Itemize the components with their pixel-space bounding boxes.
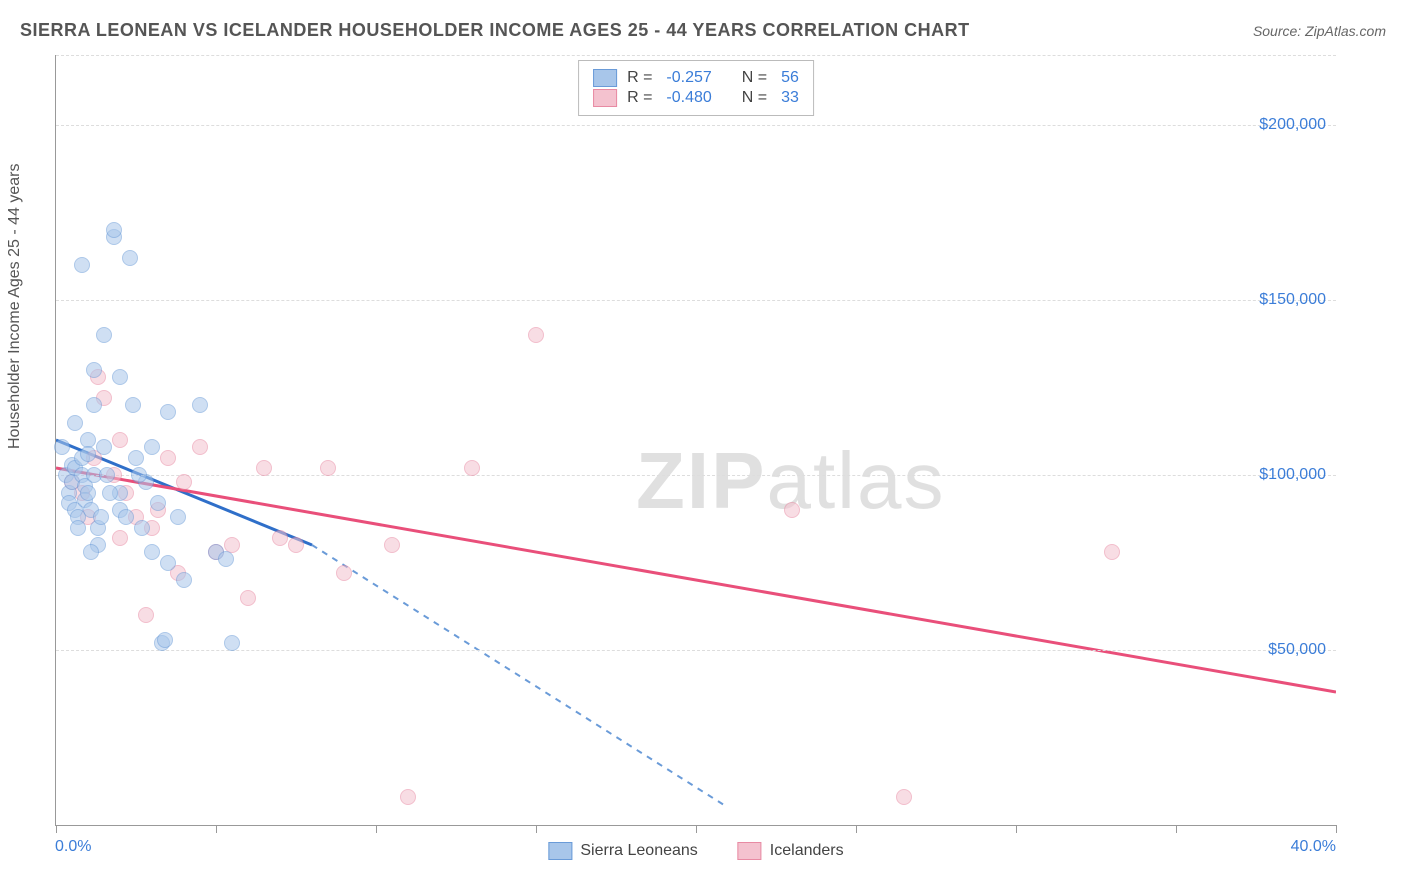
r-value: -0.257 bbox=[666, 69, 711, 87]
trend-line bbox=[312, 545, 728, 808]
stats-legend-box: R = -0.257 N = 56 R = -0.480 N = 33 bbox=[578, 60, 814, 116]
data-point bbox=[102, 485, 118, 501]
series-swatch bbox=[738, 842, 762, 860]
data-point bbox=[176, 474, 192, 490]
x-tick bbox=[1016, 825, 1017, 833]
chart-title: SIERRA LEONEAN VS ICELANDER HOUSEHOLDER … bbox=[20, 20, 970, 41]
x-tick bbox=[376, 825, 377, 833]
data-point bbox=[192, 397, 208, 413]
data-point bbox=[80, 446, 96, 462]
data-point bbox=[125, 397, 141, 413]
scatter-chart: ZIPatlas R =-0.257N =56R =-0.480N =33 Si… bbox=[55, 55, 1336, 826]
data-point bbox=[150, 495, 166, 511]
y-tick-label: $100,000 bbox=[1259, 466, 1326, 484]
legend: Sierra Leoneans Icelanders bbox=[548, 842, 843, 860]
stats-row: R = -0.480 N = 33 bbox=[593, 89, 799, 107]
data-point bbox=[70, 520, 86, 536]
x-axis-max-label: 40.0% bbox=[1291, 838, 1336, 856]
n-label: N = bbox=[742, 69, 767, 87]
r-value: -0.480 bbox=[666, 89, 711, 107]
data-point bbox=[112, 530, 128, 546]
series-swatch bbox=[548, 842, 572, 860]
data-point bbox=[83, 544, 99, 560]
data-point bbox=[272, 530, 288, 546]
x-tick bbox=[56, 825, 57, 833]
data-point bbox=[464, 460, 480, 476]
data-point bbox=[157, 632, 173, 648]
data-point bbox=[240, 590, 256, 606]
data-point bbox=[93, 509, 109, 525]
x-tick bbox=[856, 825, 857, 833]
data-point bbox=[784, 502, 800, 518]
y-tick-label: $150,000 bbox=[1259, 291, 1326, 309]
data-point bbox=[118, 509, 134, 525]
y-axis-title: Householder Income Ages 25 - 44 years bbox=[6, 164, 24, 450]
data-point bbox=[336, 565, 352, 581]
data-point bbox=[86, 362, 102, 378]
data-point bbox=[112, 432, 128, 448]
x-tick bbox=[536, 825, 537, 833]
legend-label: Icelanders bbox=[770, 842, 844, 860]
x-axis-min-label: 0.0% bbox=[55, 838, 91, 856]
grid-line bbox=[56, 125, 1336, 126]
data-point bbox=[160, 555, 176, 571]
data-point bbox=[54, 439, 70, 455]
data-point bbox=[112, 369, 128, 385]
n-label: N = bbox=[742, 89, 767, 107]
data-point bbox=[122, 250, 138, 266]
source-attribution: Source: ZipAtlas.com bbox=[1253, 23, 1386, 39]
data-point bbox=[160, 450, 176, 466]
data-point bbox=[128, 450, 144, 466]
data-point bbox=[138, 607, 154, 623]
data-point bbox=[176, 572, 192, 588]
data-point bbox=[134, 520, 150, 536]
grid-line bbox=[56, 55, 1336, 56]
data-point bbox=[96, 439, 112, 455]
data-point bbox=[528, 327, 544, 343]
x-tick bbox=[1176, 825, 1177, 833]
n-value: 33 bbox=[781, 89, 799, 107]
x-tick bbox=[696, 825, 697, 833]
grid-line bbox=[56, 650, 1336, 651]
x-tick bbox=[216, 825, 217, 833]
legend-item: Icelanders bbox=[738, 842, 844, 860]
data-point bbox=[144, 544, 160, 560]
data-point bbox=[224, 635, 240, 651]
y-tick-label: $50,000 bbox=[1268, 641, 1326, 659]
data-point bbox=[67, 415, 83, 431]
data-point bbox=[170, 509, 186, 525]
data-point bbox=[106, 222, 122, 238]
data-point bbox=[192, 439, 208, 455]
data-point bbox=[74, 257, 90, 273]
data-point bbox=[218, 551, 234, 567]
data-point bbox=[144, 439, 160, 455]
data-point bbox=[896, 789, 912, 805]
grid-line bbox=[56, 475, 1336, 476]
r-label: R = bbox=[627, 69, 652, 87]
data-point bbox=[288, 537, 304, 553]
y-tick-label: $200,000 bbox=[1259, 116, 1326, 134]
x-tick bbox=[1336, 825, 1337, 833]
data-point bbox=[86, 397, 102, 413]
data-point bbox=[80, 485, 96, 501]
data-point bbox=[384, 537, 400, 553]
stats-row: R = -0.257 N = 56 bbox=[593, 69, 799, 87]
data-point bbox=[400, 789, 416, 805]
legend-item: Sierra Leoneans bbox=[548, 842, 697, 860]
grid-line bbox=[56, 300, 1336, 301]
r-label: R = bbox=[627, 89, 652, 107]
legend-label: Sierra Leoneans bbox=[580, 842, 697, 860]
data-point bbox=[96, 327, 112, 343]
data-point bbox=[131, 467, 147, 483]
data-point bbox=[160, 404, 176, 420]
n-value: 56 bbox=[781, 69, 799, 87]
data-point bbox=[1104, 544, 1120, 560]
watermark-bold: ZIP bbox=[636, 436, 766, 525]
data-point bbox=[256, 460, 272, 476]
data-point bbox=[320, 460, 336, 476]
series-swatch bbox=[593, 89, 617, 107]
data-point bbox=[99, 467, 115, 483]
series-swatch bbox=[593, 69, 617, 87]
